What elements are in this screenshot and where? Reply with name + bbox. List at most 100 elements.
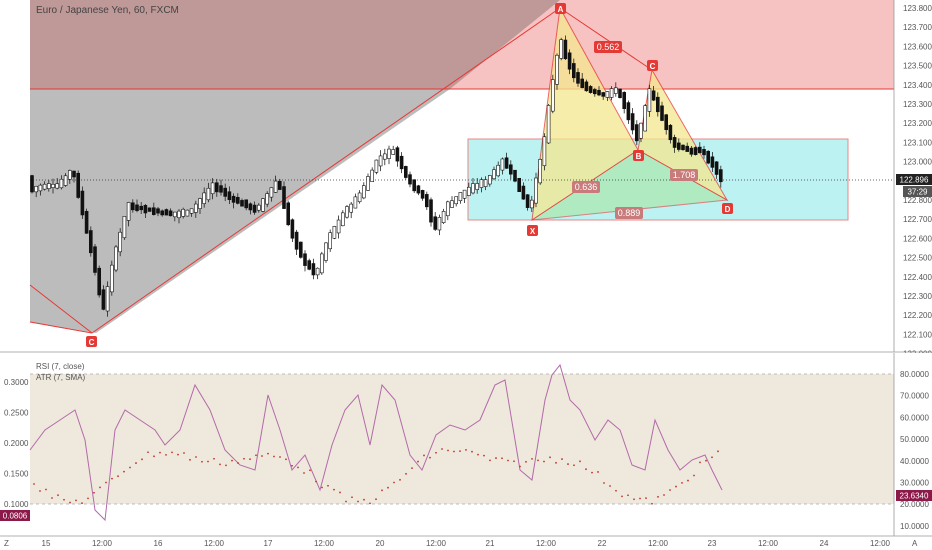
atr-dot [213,457,215,460]
atr-dot [99,486,101,489]
atr-dot [249,458,251,461]
atr-dot [453,450,455,453]
point-d[interactable]: D [722,203,733,214]
time-tick: 17 [264,539,273,548]
svg-text:D: D [725,205,731,214]
candle-body [248,203,253,211]
candle-body [277,180,282,190]
point-c-left[interactable]: C [86,336,97,347]
atr-dot [381,489,383,492]
candle-body [173,211,177,218]
atr-dot [141,458,143,461]
price-tick: 123.500 [903,62,932,71]
candle-body [504,157,509,169]
candle-body [542,136,547,167]
atr-dot [81,502,83,505]
atr-dot [423,454,425,457]
price-tick: 123.400 [903,81,932,90]
atr-dot [285,458,287,461]
svg-text:37:29: 37:29 [907,188,928,197]
point-c[interactable]: C [647,60,658,71]
candle-body [240,200,244,207]
candle-body [298,241,303,258]
point-x[interactable]: X [527,225,538,236]
candle-body [655,96,660,113]
current-price-badge: 122.896 [896,174,932,185]
atr-dot [657,495,659,498]
candle-body [576,72,580,84]
candle-body [412,179,417,192]
atr-dot [543,460,545,463]
price-tick: 122.100 [903,330,932,339]
candle-body [462,189,467,199]
atr-tick: 0.3000 [4,378,29,387]
indicator-right-axis: 80.0000 70.0000 60.0000 50.0000 40.0000 30.00… [900,370,929,531]
atr-dot [309,469,311,472]
candle-body [84,211,89,234]
candle-body [324,242,328,261]
time-tick: 12:00 [870,539,891,548]
svg-text:23.6340: 23.6340 [900,492,929,501]
candle-body [361,185,366,199]
candle-body [672,137,677,148]
candle-body [538,159,543,184]
candle-body [206,187,211,201]
time-tick: 12:00 [204,539,225,548]
candle-body [546,105,551,144]
time-tick: 12:00 [92,539,113,548]
price-tick: 123.300 [903,100,932,109]
atr-dot [705,459,707,462]
time-tick: 12:00 [648,539,669,548]
candle-body [156,208,160,214]
candle-body [681,144,685,151]
rsi-tick: 20.0000 [900,500,929,509]
candle-body [202,192,206,204]
candle-body [244,199,248,209]
candle-body [332,226,337,239]
time-tick: 15 [42,539,51,548]
candle-body [231,195,236,203]
candle-body [529,199,534,209]
candle-body [152,207,156,215]
time-axis[interactable]: 15 12:00 16 12:00 17 12:00 20 12:00 21 12:00 22 12:… [42,539,891,548]
time-axis-right-corner[interactable]: A [912,539,918,548]
candle-body [450,200,454,208]
svg-text:0.0806: 0.0806 [3,512,28,521]
atr-dot [333,488,335,491]
price-tick: 122.500 [903,254,932,263]
time-tick: 20 [376,539,385,548]
atr-dot [75,499,77,502]
candle-body [391,149,396,155]
candle-body [227,191,232,201]
candle-body [592,89,597,95]
rsi-legend: RSI (7, close) [36,362,85,371]
atr-dot [693,474,695,477]
atr-dot [603,482,605,484]
rsi-tick: 10.0000 [900,522,929,531]
price-tick: 122.300 [903,292,932,301]
time-axis-left-corner[interactable]: Z [4,539,9,548]
candle-body [311,263,316,276]
candle-body [685,145,690,152]
time-tick: 23 [708,539,717,548]
candle-body [647,88,652,112]
atr-dot [51,497,53,499]
ac-line [559,7,653,71]
atr-dot [561,458,563,460]
point-b[interactable]: B [633,150,644,161]
atr-dot [339,491,341,494]
price-tick: 123.700 [903,23,932,32]
price-ticks: 123.800 123.700 123.600 123.500 123.400 123.3… [903,4,932,359]
rsi-tick: 40.0000 [900,457,929,466]
candle-body [483,179,488,187]
atr-dot [573,464,575,467]
point-a[interactable]: A [555,3,566,14]
candle-body [164,209,169,216]
time-tick: 22 [598,539,607,548]
atr-dot [633,498,635,501]
price-tick: 123.600 [903,42,932,51]
time-tick: 16 [154,539,163,548]
atr-dot [519,465,521,468]
rsi-tick: 70.0000 [900,392,929,401]
